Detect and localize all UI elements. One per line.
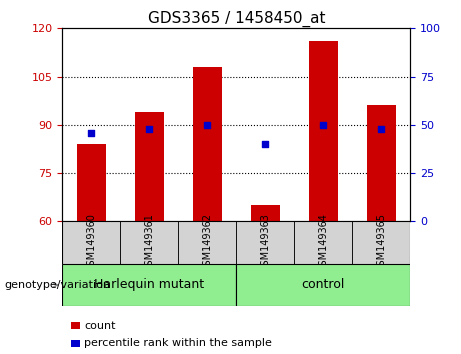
- Text: control: control: [301, 279, 345, 291]
- Point: [261, 141, 269, 147]
- Bar: [178, 221, 236, 264]
- Text: count: count: [84, 321, 116, 331]
- Text: GSM149365: GSM149365: [376, 213, 386, 272]
- Text: genotype/variation: genotype/variation: [5, 280, 111, 290]
- Bar: [236, 264, 410, 306]
- Bar: [236, 221, 294, 264]
- Bar: [71, 322, 80, 329]
- Bar: [120, 221, 178, 264]
- Point: [204, 122, 211, 128]
- Text: GSM149362: GSM149362: [202, 213, 212, 272]
- Title: GDS3365 / 1458450_at: GDS3365 / 1458450_at: [148, 11, 325, 27]
- Bar: [367, 105, 396, 221]
- Text: Harlequin mutant: Harlequin mutant: [94, 279, 204, 291]
- Bar: [352, 221, 410, 264]
- Bar: [62, 264, 236, 306]
- Text: GSM149361: GSM149361: [144, 213, 154, 272]
- Text: GSM149363: GSM149363: [260, 213, 270, 272]
- Bar: [193, 67, 222, 221]
- Text: percentile rank within the sample: percentile rank within the sample: [84, 338, 272, 348]
- Bar: [251, 205, 280, 221]
- Text: GSM149364: GSM149364: [318, 213, 328, 272]
- Text: GSM149360: GSM149360: [86, 213, 96, 272]
- Bar: [62, 221, 120, 264]
- Bar: [309, 41, 338, 221]
- Bar: [294, 221, 352, 264]
- Bar: [77, 144, 106, 221]
- Point: [319, 122, 327, 128]
- Bar: [135, 112, 164, 221]
- Point: [88, 130, 95, 135]
- Bar: [71, 340, 80, 347]
- Point: [378, 126, 385, 131]
- Point: [146, 126, 153, 131]
